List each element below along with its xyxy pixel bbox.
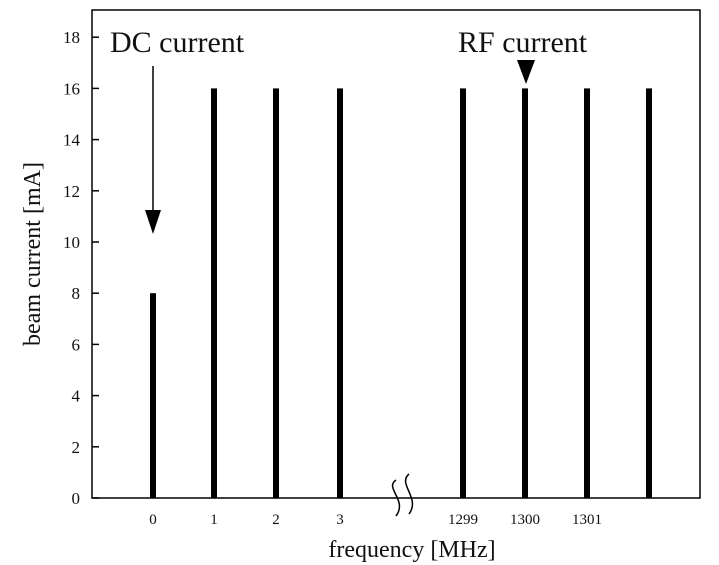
- dc-current-arrow-head: [145, 210, 161, 234]
- y-tick-label: 2: [72, 438, 81, 457]
- dc-current-label: DC current: [110, 26, 245, 59]
- y-tick-label: 4: [72, 387, 81, 406]
- x-tick-label: 1: [210, 512, 218, 528]
- y-ticks: 0 2 4 6 8 10 12 14 16 18: [63, 28, 99, 508]
- y-tick-label: 12: [63, 182, 80, 201]
- annotations: DC current RF current: [110, 26, 588, 234]
- x-axis-title: frequency [MHz]: [328, 537, 495, 563]
- bar: [646, 88, 652, 499]
- y-tick-label: 0: [72, 489, 81, 508]
- axis-break-symbol: [391, 473, 414, 517]
- x-tick-label: 1299: [448, 512, 478, 528]
- bar: [273, 88, 279, 499]
- x-tick-label: 3: [336, 512, 344, 528]
- x-tick-label: 0: [149, 512, 157, 528]
- rf-current-label: RF current: [458, 26, 588, 59]
- y-tick-label: 8: [72, 284, 81, 303]
- bars: [150, 88, 652, 499]
- x-tick-labels: 0 1 2 3 1299 1300 1301: [149, 512, 602, 528]
- x-tick-label: 1301: [572, 512, 602, 528]
- bar: [211, 88, 217, 499]
- x-tick-label: 2: [272, 512, 280, 528]
- rf-current-arrow-head: [517, 60, 535, 84]
- bar: [150, 293, 156, 498]
- bar: [584, 88, 590, 499]
- y-tick-label: 16: [63, 79, 80, 98]
- bar: [337, 88, 343, 499]
- y-tick-label: 6: [72, 335, 81, 354]
- bar: [460, 88, 466, 499]
- x-tick-label: 1300: [510, 512, 540, 528]
- plot-frame: [91, 9, 701, 499]
- y-tick-label: 18: [63, 28, 80, 47]
- y-axis-title: beam current [mA]: [20, 162, 46, 346]
- bar: [522, 88, 528, 499]
- y-tick-label: 14: [63, 131, 81, 150]
- y-tick-label: 10: [63, 233, 80, 252]
